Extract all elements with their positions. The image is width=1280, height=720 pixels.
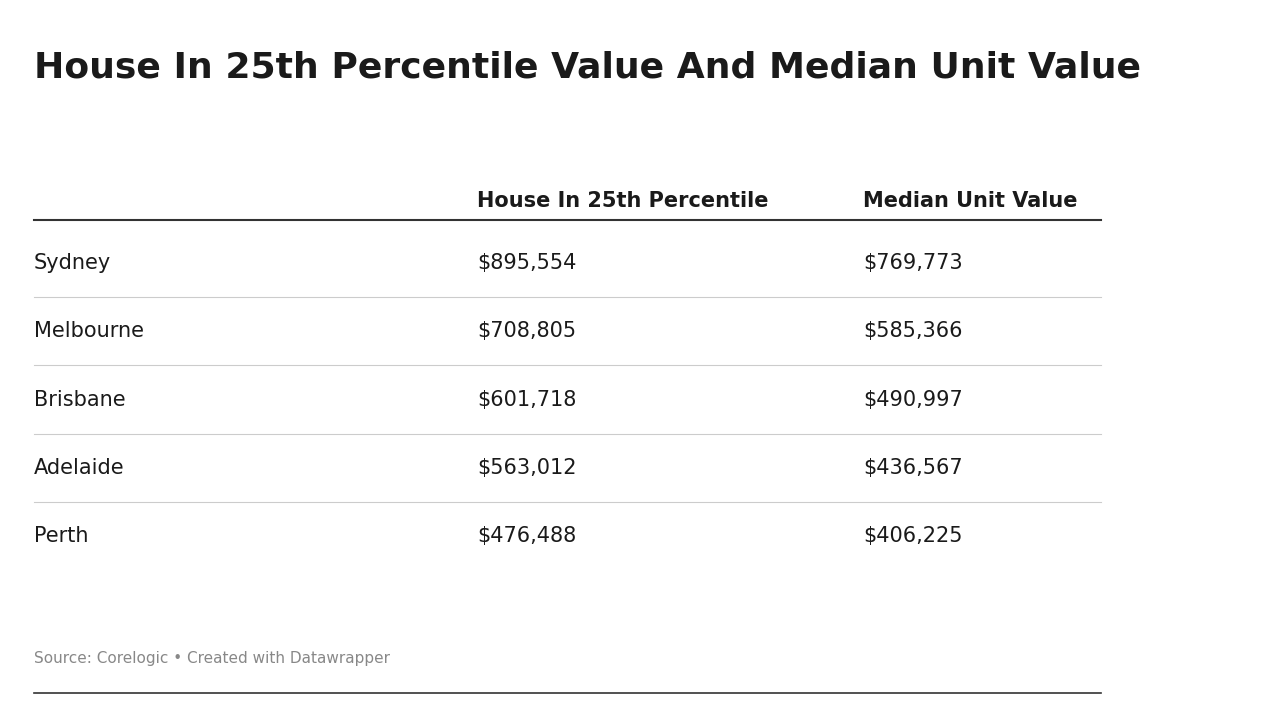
Text: $769,773: $769,773 — [863, 253, 963, 273]
Text: Melbourne: Melbourne — [35, 321, 145, 341]
Text: Sydney: Sydney — [35, 253, 111, 273]
Text: $601,718: $601,718 — [477, 390, 576, 410]
Text: House In 25th Percentile Value And Median Unit Value: House In 25th Percentile Value And Media… — [35, 50, 1140, 84]
Text: Source: Corelogic • Created with Datawrapper: Source: Corelogic • Created with Datawra… — [35, 651, 390, 666]
Text: $563,012: $563,012 — [477, 458, 576, 478]
Text: $585,366: $585,366 — [863, 321, 963, 341]
Text: $436,567: $436,567 — [863, 458, 963, 478]
Text: $476,488: $476,488 — [477, 526, 576, 546]
Text: Adelaide: Adelaide — [35, 458, 124, 478]
Text: Brisbane: Brisbane — [35, 390, 125, 410]
Text: $490,997: $490,997 — [863, 390, 963, 410]
Text: $708,805: $708,805 — [477, 321, 576, 341]
Text: $406,225: $406,225 — [863, 526, 963, 546]
Text: House In 25th Percentile: House In 25th Percentile — [477, 191, 768, 211]
Text: Median Unit Value: Median Unit Value — [863, 191, 1078, 211]
Text: Perth: Perth — [35, 526, 88, 546]
Text: $895,554: $895,554 — [477, 253, 576, 273]
